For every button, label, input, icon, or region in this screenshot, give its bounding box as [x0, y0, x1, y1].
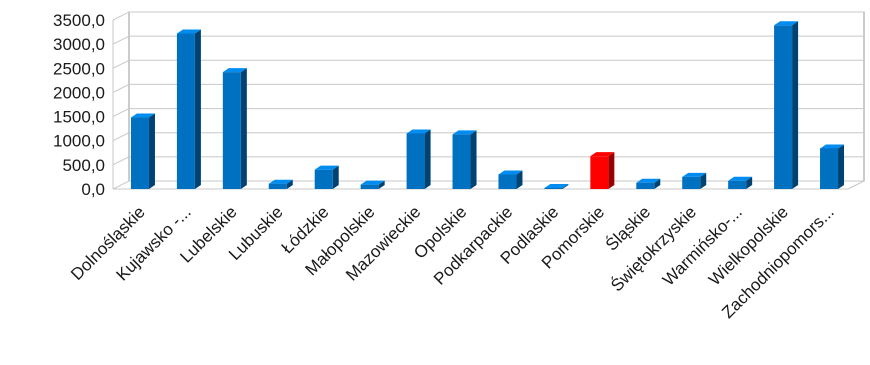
- bar-top: [498, 170, 523, 175]
- y-tick-label: 3000,0: [53, 35, 105, 54]
- bar: [636, 178, 661, 189]
- bar: [544, 184, 569, 189]
- bar-front: [360, 184, 379, 189]
- bar-top: [636, 178, 661, 183]
- bar-side: [654, 178, 661, 189]
- grid-line-diagonal: [112, 132, 130, 142]
- bar-side: [516, 170, 523, 189]
- y-tick-label: 0,0: [81, 180, 105, 199]
- bar: [268, 179, 293, 189]
- bar-side: [562, 184, 569, 189]
- bar-side: [792, 21, 799, 189]
- bar-top: [544, 184, 569, 188]
- grid-line-diagonal: [112, 11, 130, 21]
- bar: [682, 172, 707, 189]
- bar-front: [728, 180, 747, 189]
- bar-front: [544, 188, 563, 189]
- bar-top: [590, 152, 615, 157]
- bar-top: [360, 180, 385, 185]
- grid-line-diagonal: [112, 108, 130, 118]
- bar-top: [728, 176, 753, 181]
- bar-side: [424, 129, 431, 189]
- bar-top: [268, 179, 293, 184]
- y-tick-label: 2500,0: [53, 59, 105, 78]
- bar: [176, 29, 201, 189]
- floor-edge: [847, 180, 865, 190]
- bars: [130, 21, 845, 189]
- y-tick-label: 2000,0: [53, 83, 105, 102]
- bar-top: [820, 144, 845, 149]
- bar: [498, 170, 523, 189]
- y-tick-label: 1500,0: [53, 108, 105, 127]
- bar-front: [774, 25, 793, 189]
- grid-line-diagonal: [112, 83, 130, 93]
- bar-top: [774, 21, 799, 26]
- bar-front: [452, 134, 471, 189]
- bar: [728, 176, 753, 189]
- bar-side: [240, 68, 247, 189]
- bar-front: [498, 174, 517, 189]
- bar: [406, 129, 431, 189]
- y-tick-label: 500,0: [62, 156, 105, 175]
- bar-front: [406, 133, 425, 189]
- bar-side: [378, 180, 385, 189]
- bar-front: [590, 156, 609, 189]
- bar-side: [746, 176, 753, 189]
- bar-side: [700, 172, 707, 189]
- x-tick-label: Wielkopolskie: [705, 202, 792, 289]
- bar-side: [286, 179, 293, 189]
- bar-front: [314, 169, 333, 189]
- bar: [590, 152, 615, 189]
- grid-line-diagonal: [112, 180, 130, 190]
- bar-front: [176, 33, 195, 189]
- bar-top: [222, 68, 247, 73]
- bar-side: [838, 144, 845, 189]
- bar-top: [176, 29, 201, 34]
- bar-top: [452, 130, 477, 135]
- bar: [314, 165, 339, 189]
- bar-front: [222, 72, 241, 189]
- bar-side: [608, 152, 615, 189]
- y-tick-label: 1000,0: [53, 132, 105, 151]
- bar: [222, 68, 247, 189]
- bar-top: [406, 129, 431, 134]
- bar: [774, 21, 799, 189]
- x-tick-label: Warmińsko-...: [659, 202, 746, 289]
- grid-line-diagonal: [112, 35, 130, 45]
- grid-lines: [112, 11, 865, 190]
- y-axis: 0,0 500,0 1000,0 1500,0 2000,0 2500,0 3000,0 35…: [53, 11, 865, 199]
- bar-front: [268, 183, 287, 189]
- bar: [452, 130, 477, 189]
- y-tick-label: 3500,0: [53, 11, 105, 30]
- bar-top: [130, 113, 155, 118]
- grid-line-diagonal: [112, 156, 130, 166]
- bar-top: [682, 172, 707, 177]
- bar: [130, 113, 155, 189]
- grid-line-diagonal: [112, 59, 130, 69]
- bar-side: [332, 165, 339, 189]
- bar-side: [194, 29, 201, 189]
- bar-side: [148, 113, 155, 189]
- bar: [820, 144, 845, 189]
- bar-front: [820, 148, 839, 189]
- bar-top: [314, 165, 339, 170]
- bar-front: [636, 182, 655, 189]
- bar-front: [682, 176, 701, 189]
- bar-front: [130, 117, 149, 189]
- bar-side: [470, 130, 477, 189]
- bar: [360, 180, 385, 189]
